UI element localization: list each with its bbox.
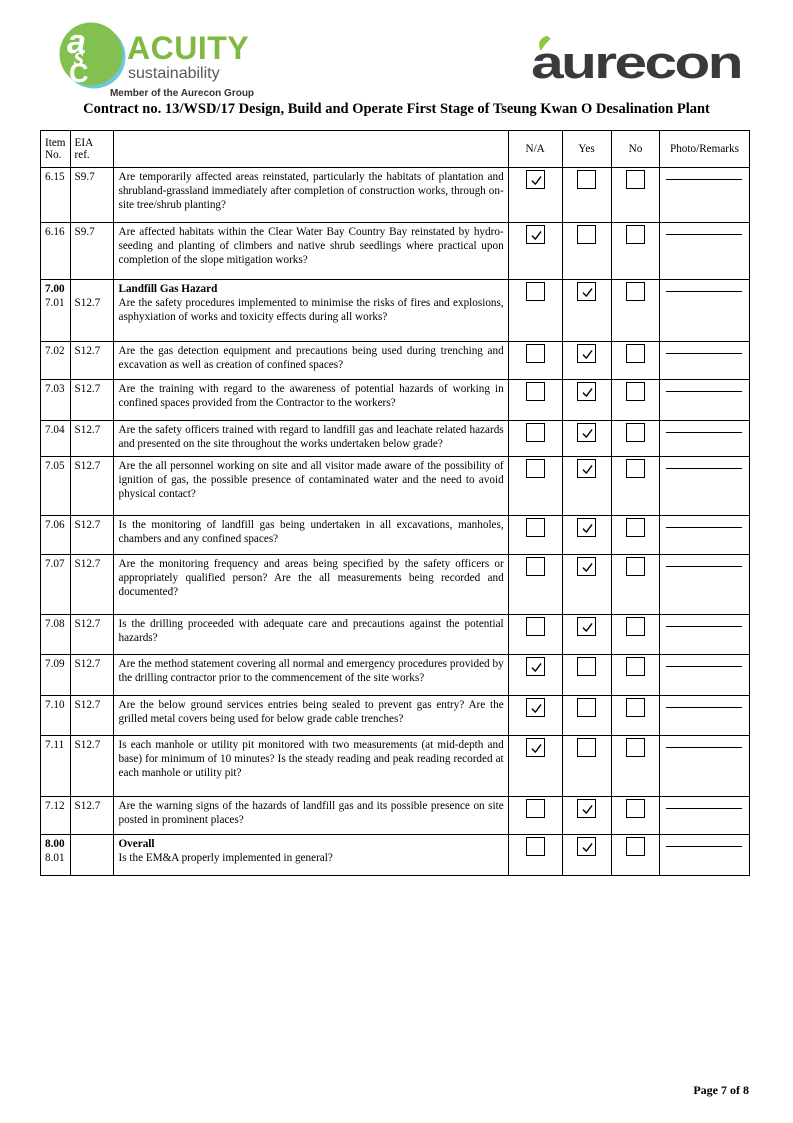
svg-text:sustainability: sustainability	[128, 65, 220, 82]
svg-text:C: C	[69, 58, 89, 88]
svg-text:ACUITY: ACUITY	[127, 30, 249, 66]
svg-text:aurecon: aurecon	[531, 37, 741, 84]
